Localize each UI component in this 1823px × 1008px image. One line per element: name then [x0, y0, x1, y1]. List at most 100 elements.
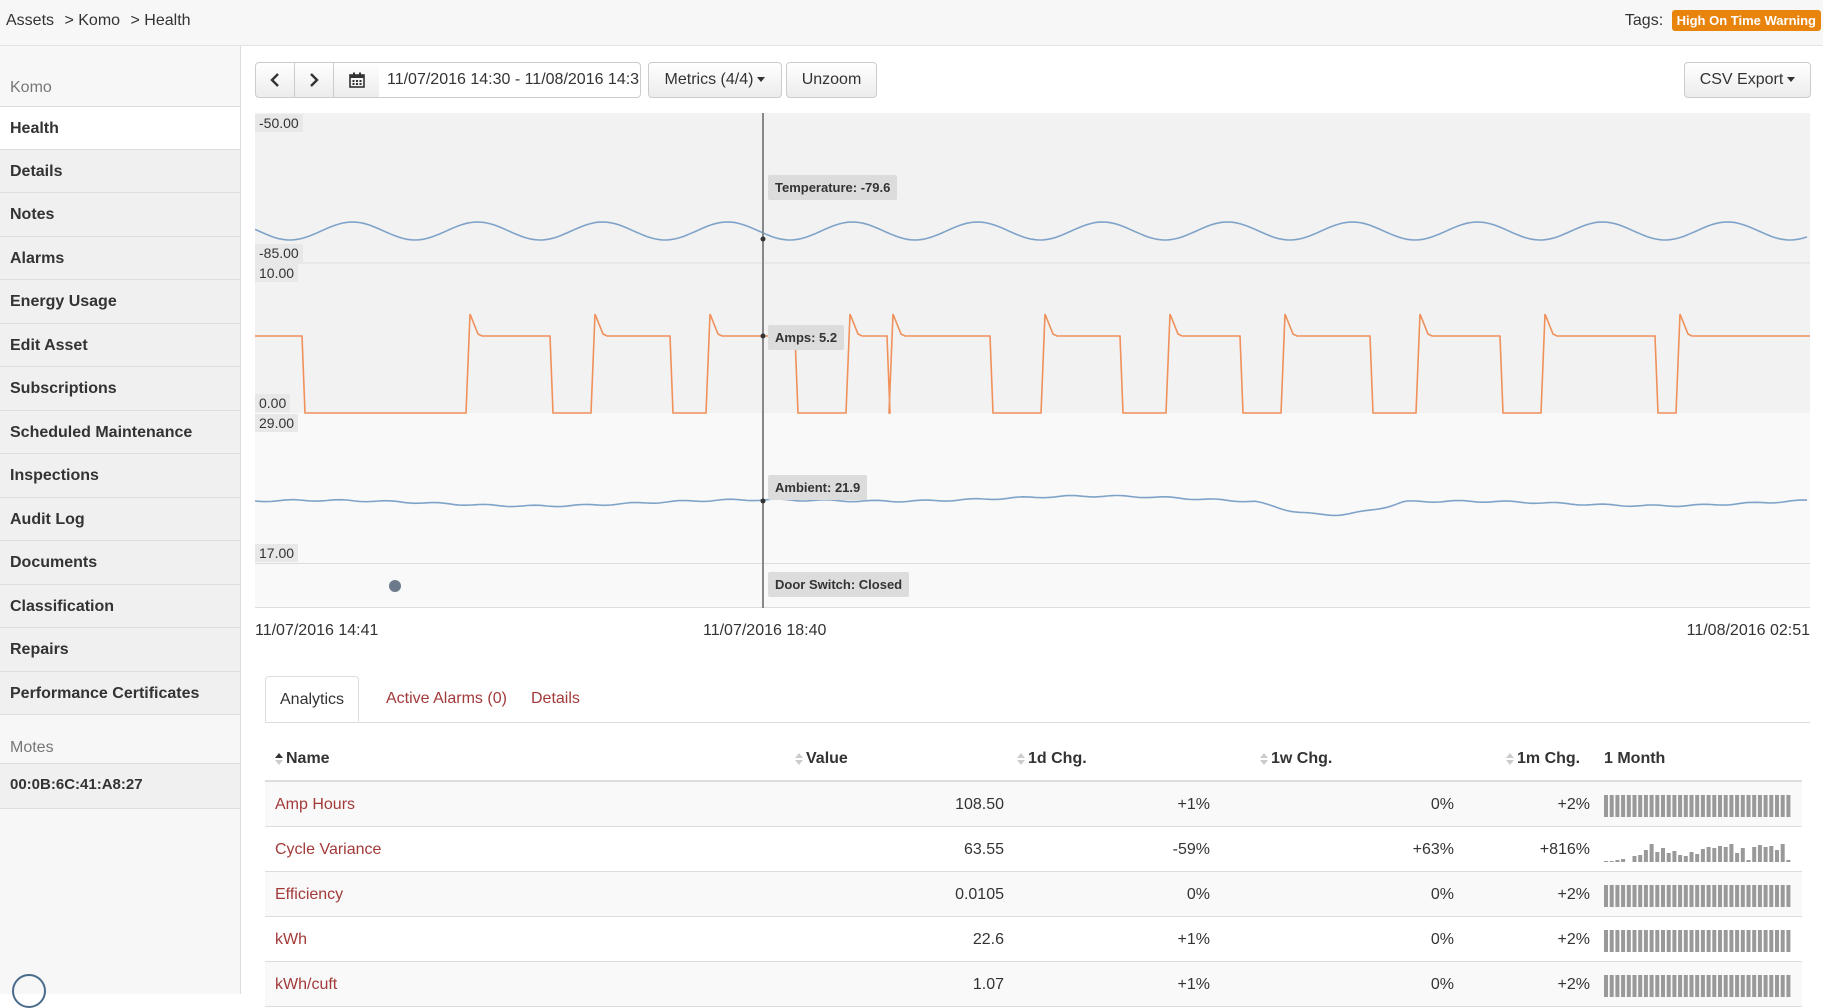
sidebar-item-inspections[interactable]: Inspections [0, 454, 240, 498]
row-1m-change: +2% [1557, 796, 1590, 813]
mote-item[interactable]: 00:0B:6C:41:A8:27 [0, 763, 240, 809]
row-1d-change: +1% [1177, 796, 1210, 813]
sort-icon [1017, 752, 1025, 766]
help-icon[interactable] [12, 974, 46, 1008]
sidebar-item-classification[interactable]: Classification [0, 584, 240, 628]
ambient-panel [255, 413, 1810, 563]
sparkline [1604, 844, 1791, 862]
ambient-ymax-label: 29.00 [255, 414, 299, 432]
cursor-point-ambient [760, 498, 766, 504]
csv-export-label: CSV Export [1699, 71, 1784, 88]
next-button[interactable] [294, 62, 334, 98]
prev-button[interactable] [255, 62, 295, 98]
temperature-ymax-label: -50.00 [255, 114, 303, 132]
cursor-point-temperature [760, 236, 766, 242]
calendar-button[interactable] [333, 62, 380, 98]
table-row[interactable]: Amp Hours 108.50 +1% 0% +2% [265, 782, 1802, 827]
row-1m-change: +2% [1557, 976, 1590, 993]
sort-icon [795, 752, 803, 766]
door-switch-tooltip: Door Switch: Closed [768, 572, 910, 597]
sidebar-item-alarms[interactable]: Alarms [0, 236, 240, 280]
caret-down-icon [1787, 77, 1796, 83]
temperature-tooltip: Temperature: -79.6 [768, 175, 898, 200]
sidebar-item-documents[interactable]: Documents [0, 541, 240, 585]
amps-ymin-label: 0.00 [255, 394, 291, 412]
table-row[interactable]: kWh 22.6 +1% 0% +2% [265, 917, 1802, 962]
row-value: 22.6 [972, 931, 1004, 948]
sparkline [1604, 795, 1791, 817]
tab-bar: Analytics Active Alarms (0) Details [265, 676, 1810, 723]
x-axis-start-label: 11/07/2016 14:41 [255, 622, 379, 639]
tab-active-alarms[interactable]: Active Alarms (0) [386, 690, 507, 707]
tab-details[interactable]: Details [531, 690, 580, 707]
x-axis-mid-label: 11/07/2016 18:40 [703, 622, 827, 639]
breadcrumb: Assets > Komo > Health [6, 12, 197, 30]
tab-analytics[interactable]: Analytics [265, 676, 360, 722]
sidebar-item-subscriptions[interactable]: Subscriptions [0, 367, 240, 411]
chevron-right-icon [310, 72, 319, 87]
sidebar-item-notes[interactable]: Notes [0, 193, 240, 237]
header-1m-change[interactable]: 1m Chg. [1506, 736, 1580, 781]
chart-canvas[interactable] [255, 113, 1810, 608]
row-name-link[interactable]: kWh/cuft [275, 976, 338, 993]
caret-down-icon [757, 77, 766, 83]
cursor-point-amps [760, 333, 766, 339]
row-1d-change: -59% [1172, 841, 1210, 858]
sidebar-heading: Komo [10, 79, 52, 96]
door-panel [255, 564, 1810, 608]
tags: Tags: High On Time Warning [1625, 10, 1821, 31]
sidebar-item-edit-asset[interactable]: Edit Asset [0, 323, 240, 367]
sidebar-item-scheduled-maintenance[interactable]: Scheduled Maintenance [0, 410, 240, 454]
table-row[interactable]: Efficiency 0.0105 0% 0% +2% [265, 872, 1802, 917]
row-name-link[interactable]: Amp Hours [275, 796, 356, 813]
row-name-link[interactable]: Efficiency [275, 886, 344, 903]
row-1m-change: +2% [1557, 931, 1590, 948]
header-1d-change[interactable]: 1d Chg. [1017, 736, 1087, 781]
table-header: Name Value 1d Chg. 1w Chg. 1m Chg. 1 Mon… [265, 736, 1802, 782]
x-axis-end-label: 11/08/2016 02:51 [1686, 622, 1810, 639]
sidebar-item-repairs[interactable]: Repairs [0, 628, 240, 672]
sidebar-item-details[interactable]: Details [0, 149, 240, 193]
amps-series-line [255, 313, 1810, 414]
sidebar-item-energy-usage[interactable]: Energy Usage [0, 280, 240, 324]
row-value: 0.0105 [955, 886, 1004, 903]
tag-badge[interactable]: High On Time Warning [1671, 10, 1821, 31]
amps-tooltip: Amps: 5.2 [768, 325, 845, 350]
row-name-link[interactable]: Cycle Variance [275, 841, 382, 858]
row-1m-change: +2% [1557, 886, 1590, 903]
row-1w-change: +63% [1412, 841, 1454, 858]
tags-label: Tags: [1624, 12, 1664, 29]
row-1w-change: 0% [1430, 886, 1454, 903]
row-name-link[interactable]: kWh [275, 931, 307, 948]
metrics-dropdown[interactable]: Metrics (4/4) [648, 62, 782, 98]
row-1d-change: +1% [1177, 976, 1210, 993]
amps-ymax-label: 10.00 [255, 264, 299, 282]
sidebar-item-health[interactable]: Health [0, 106, 240, 150]
sidebar-item-audit-log[interactable]: Audit Log [0, 497, 240, 541]
breadcrumb-assets[interactable]: Assets [6, 12, 55, 29]
sparkline [1604, 930, 1791, 952]
table-row[interactable]: kWh/cuft 1.07 +1% 0% +2% [265, 962, 1802, 1007]
row-1d-change: +1% [1177, 931, 1210, 948]
breadcrumb-komo[interactable]: > Komo [64, 12, 121, 29]
sort-icon [275, 752, 283, 766]
metrics-chart[interactable]: -50.00 -85.00 10.00 0.00 29.00 17.00 Tem… [255, 113, 1810, 608]
header-value[interactable]: Value [795, 736, 848, 781]
header-1w-change[interactable]: 1w Chg. [1260, 736, 1332, 781]
csv-export-button[interactable]: CSV Export [1684, 62, 1811, 98]
row-1w-change: 0% [1430, 931, 1454, 948]
motes-heading: Motes [10, 739, 54, 756]
sort-icon [1506, 752, 1514, 766]
date-range-input[interactable]: 11/07/2016 14:30 - 11/08/2016 14:3 [379, 62, 641, 98]
table-row[interactable]: Cycle Variance 63.55 -59% +63% +816% [265, 827, 1802, 872]
sidebar-item-performance-certificates[interactable]: Performance Certificates [0, 671, 240, 715]
calendar-icon [348, 72, 365, 88]
metrics-label: Metrics (4/4) [664, 71, 754, 88]
sparkline [1604, 975, 1791, 997]
row-1w-change: 0% [1430, 796, 1454, 813]
row-value: 1.07 [972, 976, 1004, 993]
row-value: 108.50 [955, 796, 1004, 813]
unzoom-button[interactable]: Unzoom [786, 62, 877, 98]
breadcrumb-health[interactable]: > Health [130, 12, 191, 29]
header-name[interactable]: Name [275, 736, 330, 781]
